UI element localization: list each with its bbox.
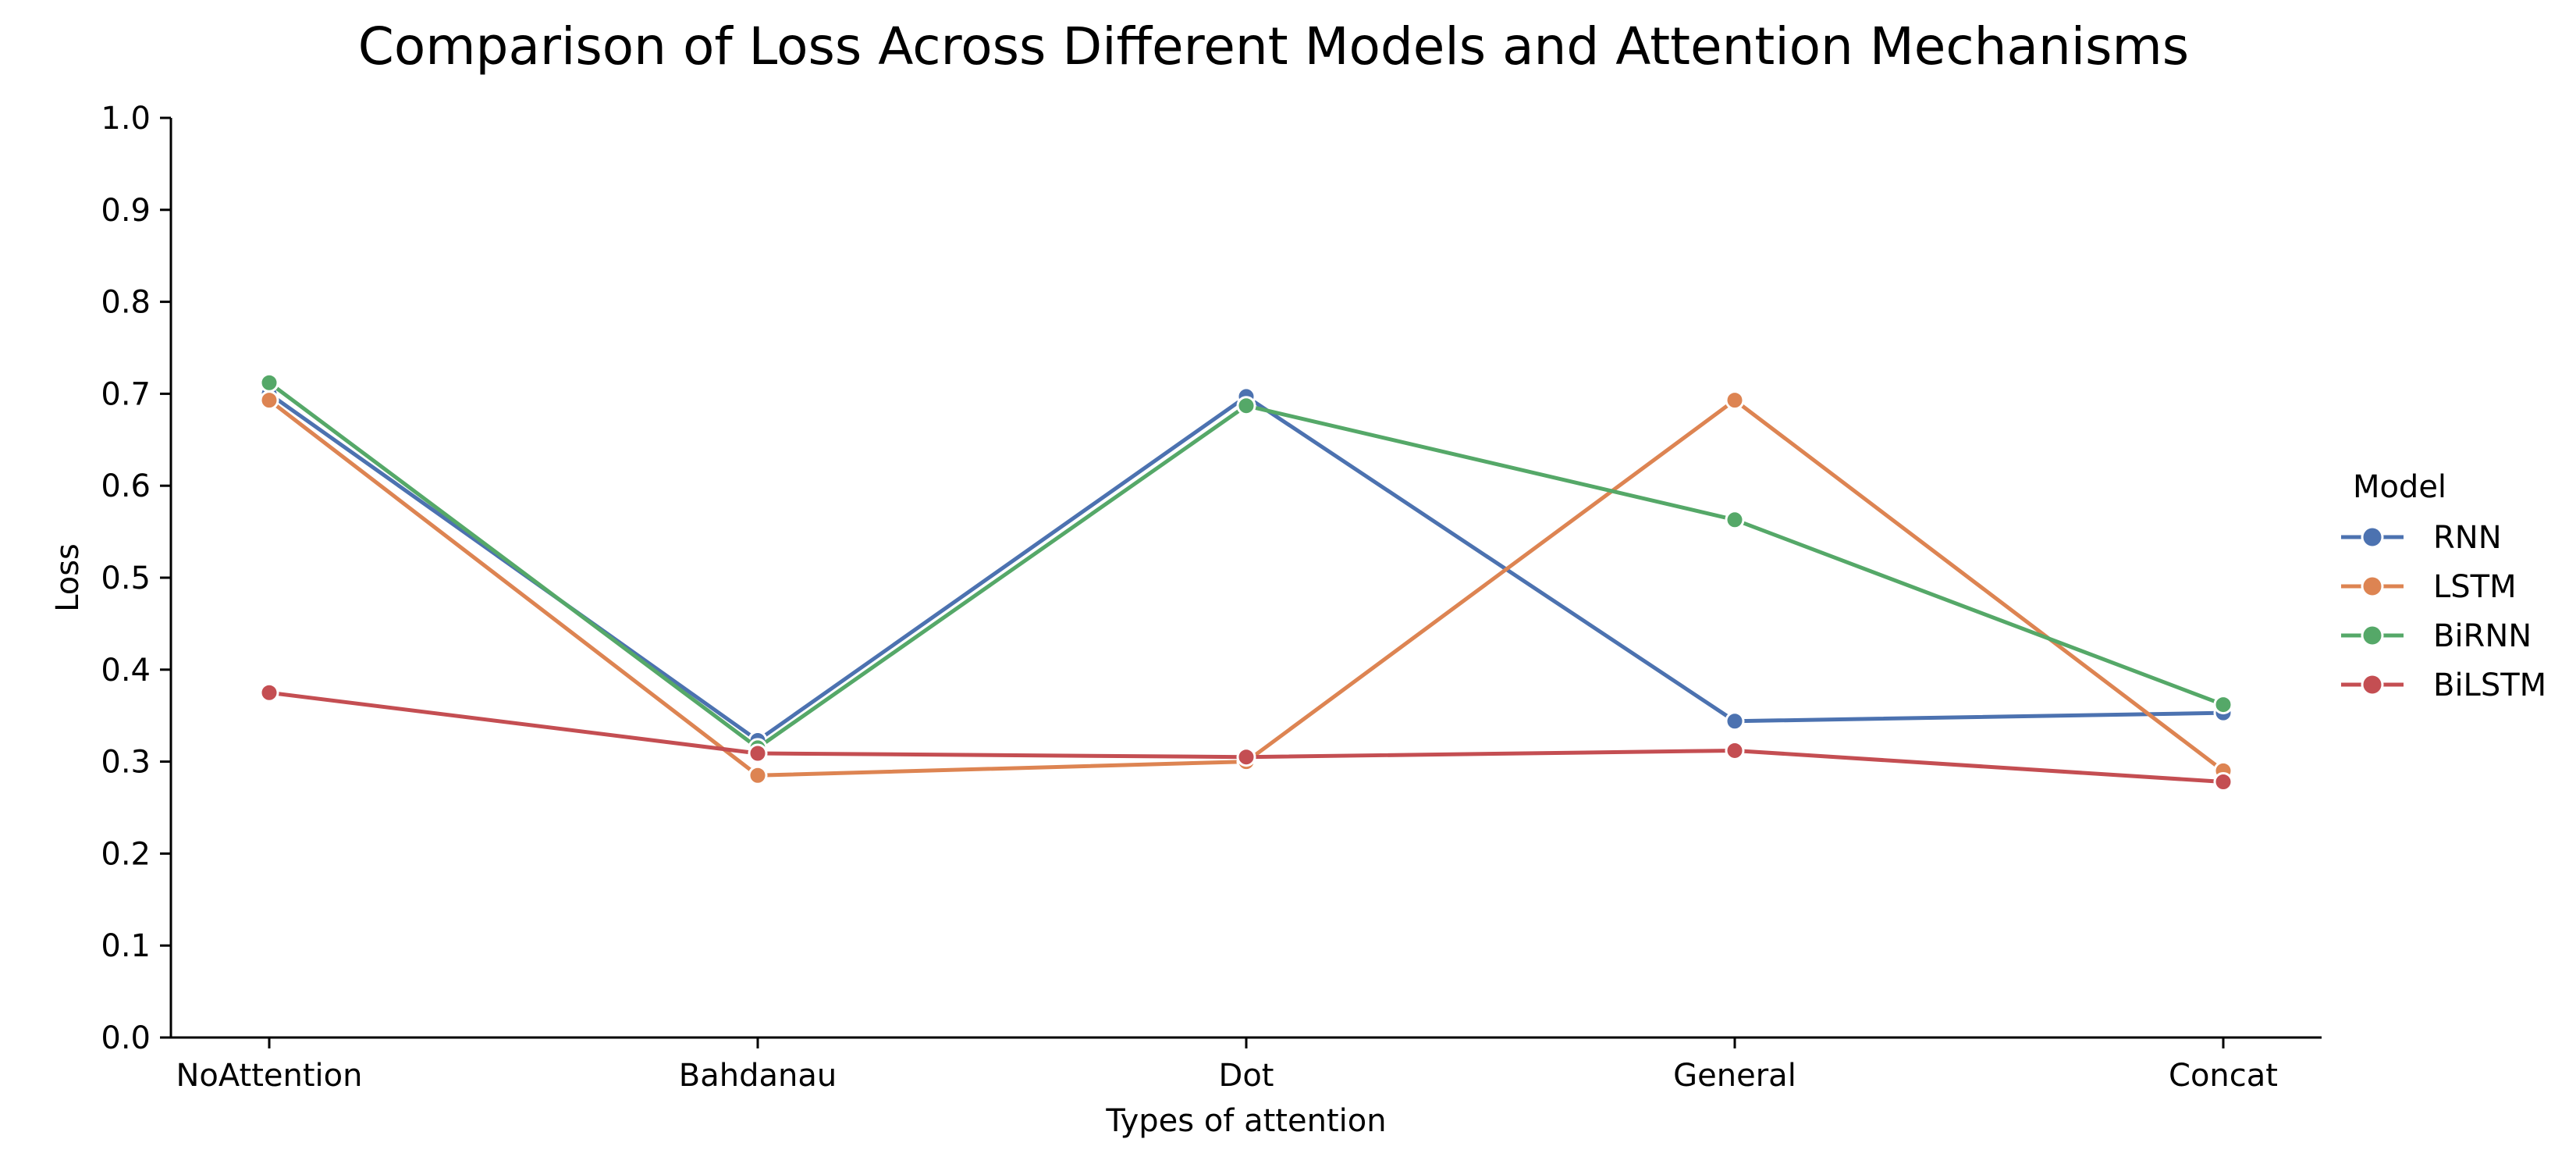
data-point [748,743,768,763]
series-birnn [259,372,2233,758]
data-point [1725,510,1745,530]
series-line [268,381,2224,750]
x-axis-label: Types of attention [1105,1103,1386,1139]
legend-label: RNN [2433,520,2502,556]
data-point [2213,772,2233,792]
y-tick-label: 0.2 [101,836,151,872]
y-tick-label: 0.3 [101,745,151,781]
legend-marker [2361,673,2384,696]
data-point [259,372,279,393]
legend-item-bilstm: BiLSTM [2341,667,2546,703]
data-point [1236,747,1256,767]
series-bilstm [259,682,2233,792]
legend-title: Model [2353,469,2446,505]
series-rnn [259,383,2233,751]
legend-label: LSTM [2433,569,2517,605]
y-tick-label: 0.9 [101,193,151,229]
data-point [748,765,768,785]
data-point [259,390,279,411]
y-tick-label: 0.0 [101,1020,151,1056]
data-point [1725,711,1745,731]
y-tick-label: 0.4 [101,653,151,689]
legend-item-birnn: BiRNN [2341,618,2532,654]
series-line [268,392,2224,743]
y-axis-label: Loss [50,543,86,612]
x-axis-ticks: NoAttention Bahdanau Dot General Concat [176,1038,2278,1094]
x-tick-label: Concat [2169,1058,2278,1094]
data-point [259,682,279,703]
y-axis-ticks: 0.0 0.1 0.2 0.3 0.4 0.5 0.6 0.7 0.8 0.9 1.0 [101,101,171,1056]
y-tick-label: 0.6 [101,468,151,504]
data-point [1725,390,1745,411]
x-tick-label: Dot [1219,1058,1274,1094]
x-tick-label: Bahdanau [679,1058,837,1094]
legend-label: BiLSTM [2433,667,2546,703]
data-point [2213,695,2233,715]
y-tick-label: 0.1 [101,928,151,964]
y-tick-label: 0.7 [101,376,151,412]
data-point [1236,396,1256,416]
y-tick-label: 0.5 [101,561,151,596]
data-point [1725,740,1745,760]
x-tick-label: General [1673,1058,1796,1094]
x-tick-label: NoAttention [176,1058,362,1094]
legend: Model RNN LSTM BiRNN BiLSTM [2341,469,2546,703]
legend-item-rnn: RNN [2341,520,2502,556]
legend-marker [2361,624,2384,647]
series-lstm [259,390,2233,785]
plot-area [259,372,2233,792]
legend-label: BiRNN [2433,618,2532,654]
chart-title: Comparison of Loss Across Different Mode… [358,16,2189,77]
legend-marker [2361,525,2384,549]
legend-item-lstm: LSTM [2341,569,2517,605]
legend-marker [2361,575,2384,598]
y-tick-label: 1.0 [101,101,151,137]
y-tick-label: 0.8 [101,285,151,321]
